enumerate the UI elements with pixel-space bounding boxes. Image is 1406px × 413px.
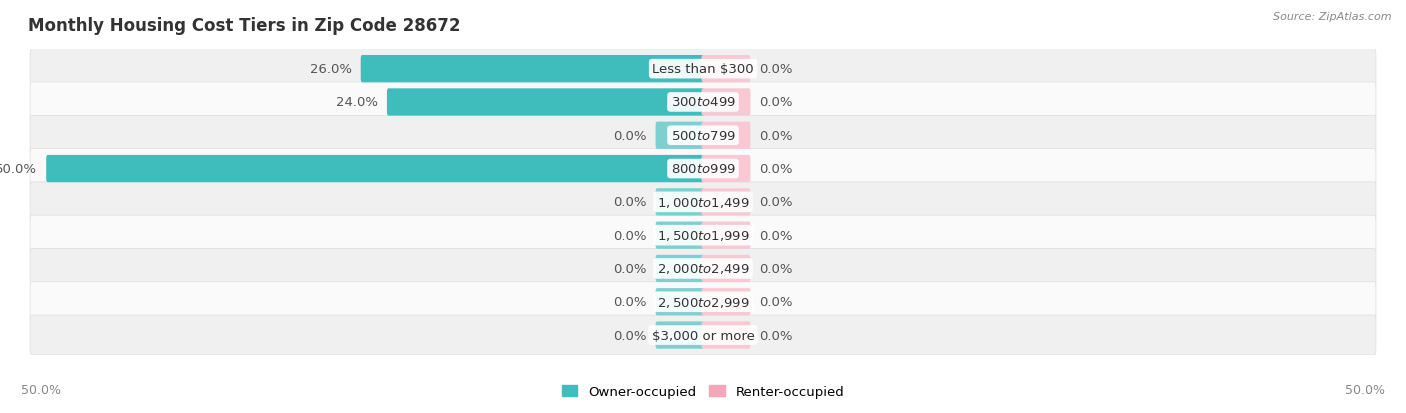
Text: 0.0%: 0.0% — [759, 163, 793, 176]
Text: Less than $300: Less than $300 — [652, 63, 754, 76]
Text: 26.0%: 26.0% — [309, 63, 352, 76]
FancyBboxPatch shape — [655, 122, 704, 150]
FancyBboxPatch shape — [702, 255, 751, 282]
Text: 0.0%: 0.0% — [759, 229, 793, 242]
FancyBboxPatch shape — [30, 183, 1376, 222]
Text: 0.0%: 0.0% — [613, 229, 647, 242]
FancyBboxPatch shape — [30, 249, 1376, 289]
Text: 0.0%: 0.0% — [613, 329, 647, 342]
Text: 0.0%: 0.0% — [613, 296, 647, 309]
Text: $2,500 to $2,999: $2,500 to $2,999 — [657, 295, 749, 309]
Text: 0.0%: 0.0% — [759, 262, 793, 275]
FancyBboxPatch shape — [655, 322, 704, 349]
FancyBboxPatch shape — [702, 288, 751, 316]
FancyBboxPatch shape — [46, 156, 704, 183]
FancyBboxPatch shape — [655, 255, 704, 282]
FancyBboxPatch shape — [30, 315, 1376, 355]
FancyBboxPatch shape — [30, 50, 1376, 90]
Text: 0.0%: 0.0% — [759, 129, 793, 142]
FancyBboxPatch shape — [702, 322, 751, 349]
Text: 0.0%: 0.0% — [759, 329, 793, 342]
Text: $1,500 to $1,999: $1,500 to $1,999 — [657, 229, 749, 242]
FancyBboxPatch shape — [655, 222, 704, 249]
Text: $1,000 to $1,499: $1,000 to $1,499 — [657, 195, 749, 209]
Text: 0.0%: 0.0% — [759, 296, 793, 309]
Text: $800 to $999: $800 to $999 — [671, 163, 735, 176]
FancyBboxPatch shape — [655, 189, 704, 216]
Text: $2,000 to $2,499: $2,000 to $2,499 — [657, 262, 749, 276]
Text: 0.0%: 0.0% — [613, 262, 647, 275]
FancyBboxPatch shape — [361, 56, 704, 83]
FancyBboxPatch shape — [30, 83, 1376, 123]
FancyBboxPatch shape — [702, 189, 751, 216]
FancyBboxPatch shape — [30, 149, 1376, 189]
Text: $300 to $499: $300 to $499 — [671, 96, 735, 109]
Text: 50.0%: 50.0% — [1346, 384, 1385, 396]
FancyBboxPatch shape — [702, 56, 751, 83]
Text: 50.0%: 50.0% — [0, 163, 38, 176]
Text: 0.0%: 0.0% — [613, 129, 647, 142]
FancyBboxPatch shape — [702, 156, 751, 183]
FancyBboxPatch shape — [702, 89, 751, 116]
Text: 50.0%: 50.0% — [21, 384, 60, 396]
Legend: Owner-occupied, Renter-occupied: Owner-occupied, Renter-occupied — [557, 380, 849, 404]
Text: 24.0%: 24.0% — [336, 96, 378, 109]
Text: $3,000 or more: $3,000 or more — [651, 329, 755, 342]
FancyBboxPatch shape — [30, 216, 1376, 256]
Text: Monthly Housing Cost Tiers in Zip Code 28672: Monthly Housing Cost Tiers in Zip Code 2… — [28, 17, 461, 34]
FancyBboxPatch shape — [30, 116, 1376, 156]
Text: $500 to $799: $500 to $799 — [671, 129, 735, 142]
FancyBboxPatch shape — [655, 288, 704, 316]
Text: 0.0%: 0.0% — [613, 196, 647, 209]
Text: 0.0%: 0.0% — [759, 96, 793, 109]
FancyBboxPatch shape — [702, 122, 751, 150]
Text: 0.0%: 0.0% — [759, 63, 793, 76]
FancyBboxPatch shape — [702, 222, 751, 249]
Text: 0.0%: 0.0% — [759, 196, 793, 209]
Text: Source: ZipAtlas.com: Source: ZipAtlas.com — [1274, 12, 1392, 22]
FancyBboxPatch shape — [30, 282, 1376, 322]
FancyBboxPatch shape — [387, 89, 704, 116]
